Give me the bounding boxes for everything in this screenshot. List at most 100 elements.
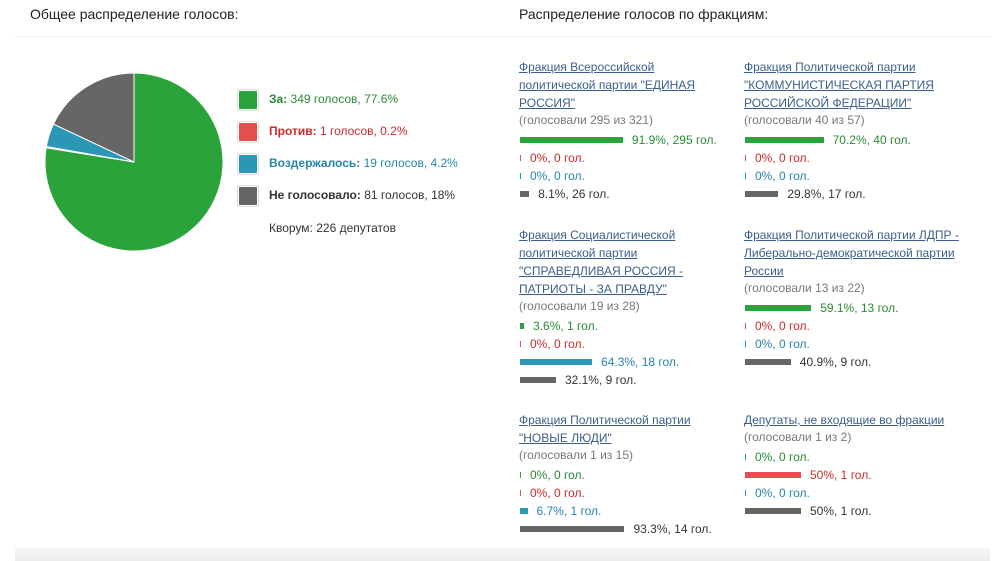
overall-header: Общее распределение голосов: (30, 6, 239, 22)
legend-swatch-protiv (238, 122, 258, 142)
faction-bar-protiv (745, 472, 801, 478)
quorum-text: Кворум: 226 депутатов (269, 221, 396, 235)
faction-bar-protiv (520, 490, 521, 496)
divider (15, 36, 990, 37)
faction-title-link[interactable]: Фракция Политической партии ЛДПР - Либер… (744, 228, 959, 278)
faction-title-link[interactable]: Фракция Всероссийской политической парти… (519, 60, 696, 110)
faction-value-ne: 29.8%, 17 гол. (787, 187, 866, 201)
faction-bar-vozd (520, 508, 528, 514)
faction-bar-za (520, 137, 623, 143)
footer-divider (15, 548, 990, 561)
legend-label-vozd: Воздержалось: (269, 156, 361, 170)
faction-bar-ne (520, 191, 530, 197)
faction-bar-ne (745, 508, 801, 514)
faction-value-protiv: 0%, 0 гол. (530, 486, 585, 500)
faction-value-protiv: 0%, 0 гол. (755, 319, 810, 333)
faction-row-protiv: 0%, 0 гол. (519, 485, 749, 503)
faction-value-vozd: 0%, 0 гол. (755, 486, 810, 500)
faction-title-link[interactable]: Фракция Политической партии "КОММУНИСТИЧ… (744, 60, 934, 110)
legend-value-vozd: 19 голосов, 4.2% (363, 156, 458, 170)
faction-value-protiv: 0%, 0 гол. (530, 337, 585, 351)
faction-value-ne: 8.1%, 26 гол. (538, 187, 610, 201)
faction-value-protiv: 50%, 1 гол. (810, 468, 872, 482)
faction-row-ne: 50%, 1 гол. (744, 503, 974, 521)
faction-bar-za (520, 472, 521, 478)
faction-row-ne: 8.1%, 26 гол. (519, 186, 749, 204)
faction-bar-ne (520, 377, 556, 383)
faction-block: Фракция Политической партии ЛДПР - Либер… (744, 226, 974, 372)
faction-value-protiv: 0%, 0 гол. (530, 151, 585, 165)
faction-block: Фракция Всероссийской политической парти… (519, 58, 749, 204)
faction-voted-count: (голосовали 40 из 57) (744, 113, 865, 127)
faction-title-link[interactable]: Фракция Политической партии "НОВЫЕ ЛЮДИ" (519, 413, 691, 445)
legend-label-za: За: (269, 92, 288, 106)
legend-swatch-za (238, 90, 258, 110)
faction-value-protiv: 0%, 0 гол. (755, 151, 810, 165)
faction-row-vozd: 0%, 0 гол. (744, 168, 974, 186)
faction-value-za: 70.2%, 40 гол. (832, 133, 911, 147)
faction-voted-count: (голосовали 1 из 15) (519, 448, 633, 462)
faction-bar-za (745, 137, 824, 143)
faction-value-vozd: 0%, 0 гол. (755, 169, 810, 183)
faction-bar-za (745, 454, 746, 460)
faction-bar-za (520, 323, 525, 329)
faction-value-za: 59.1%, 13 гол. (820, 301, 899, 315)
faction-row-protiv: 0%, 0 гол. (744, 318, 974, 336)
faction-row-vozd: 64.3%, 18 гол. (519, 354, 749, 372)
faction-bar-ne (745, 359, 791, 365)
faction-row-protiv: 0%, 0 гол. (519, 150, 749, 168)
faction-bar-vozd (520, 359, 593, 365)
faction-row-protiv: 0%, 0 гол. (519, 336, 749, 354)
faction-bar-vozd (520, 173, 521, 179)
faction-block: Фракция Социалистической политической па… (519, 226, 749, 390)
faction-row-za: 91.9%, 295 гол. (519, 132, 749, 150)
faction-value-ne: 93.3%, 14 гол. (633, 522, 712, 536)
faction-bar-ne (520, 526, 625, 532)
pie-slice-ne (52, 72, 135, 163)
faction-row-ne: 93.3%, 14 гол. (519, 521, 749, 539)
faction-value-ne: 40.9%, 9 гол. (799, 355, 872, 369)
faction-row-za: 70.2%, 40 гол. (744, 132, 974, 150)
faction-value-za: 0%, 0 гол. (530, 468, 585, 482)
faction-row-za: 59.1%, 13 гол. (744, 300, 974, 318)
faction-row-vozd: 0%, 0 гол. (519, 168, 749, 186)
faction-value-za: 0%, 0 гол. (755, 450, 810, 464)
legend-label-ne: Не голосовало: (269, 188, 361, 202)
faction-row-vozd: 0%, 0 гол. (744, 485, 974, 503)
faction-row-vozd: 0%, 0 гол. (744, 336, 974, 354)
faction-bar-vozd (745, 490, 746, 496)
faction-block: Фракция Политической партии "КОММУНИСТИЧ… (744, 58, 974, 204)
faction-bar-za (745, 305, 812, 311)
faction-row-protiv: 50%, 1 гол. (744, 467, 974, 485)
faction-value-vozd: 0%, 0 гол. (755, 337, 810, 351)
faction-row-za: 3.6%, 1 гол. (519, 318, 749, 336)
factions-header: Распределение голосов по фракциям: (519, 6, 769, 22)
legend-swatch-vozd (238, 154, 258, 174)
faction-value-ne: 32.1%, 9 гол. (564, 373, 637, 387)
faction-row-ne: 29.8%, 17 гол. (744, 186, 974, 204)
faction-value-vozd: 64.3%, 18 гол. (601, 355, 680, 369)
faction-value-za: 3.6%, 1 гол. (533, 319, 598, 333)
faction-bar-vozd (745, 173, 746, 179)
faction-row-ne: 40.9%, 9 гол. (744, 354, 974, 372)
legend-value-protiv: 1 голосов, 0.2% (319, 124, 408, 138)
faction-bar-vozd (745, 341, 746, 347)
faction-value-za: 91.9%, 295 гол. (631, 133, 717, 147)
faction-row-vozd: 6.7%, 1 гол. (519, 503, 749, 521)
faction-block: Фракция Политической партии "НОВЫЕ ЛЮДИ"… (519, 411, 749, 539)
faction-value-vozd: 6.7%, 1 гол. (536, 504, 602, 518)
faction-block: Депутаты, не входящие во фракции (голосо… (744, 411, 974, 521)
faction-title-link[interactable]: Фракция Социалистической политической па… (519, 228, 684, 296)
legend-value-za: 349 голосов, 77.6% (290, 92, 399, 106)
faction-bar-protiv (520, 155, 521, 161)
faction-bar-protiv (745, 155, 746, 161)
faction-value-vozd: 0%, 0 гол. (530, 169, 585, 183)
faction-title-link[interactable]: Депутаты, не входящие во фракции (744, 413, 945, 427)
faction-row-protiv: 0%, 0 гол. (744, 150, 974, 168)
faction-voted-count: (голосовали 295 из 321) (519, 113, 654, 127)
faction-row-za: 0%, 0 гол. (744, 449, 974, 467)
legend-swatch-ne (238, 186, 258, 206)
legend-label-protiv: Против: (269, 124, 317, 138)
faction-value-ne: 50%, 1 гол. (810, 504, 872, 518)
overall-pie-chart (44, 72, 224, 252)
